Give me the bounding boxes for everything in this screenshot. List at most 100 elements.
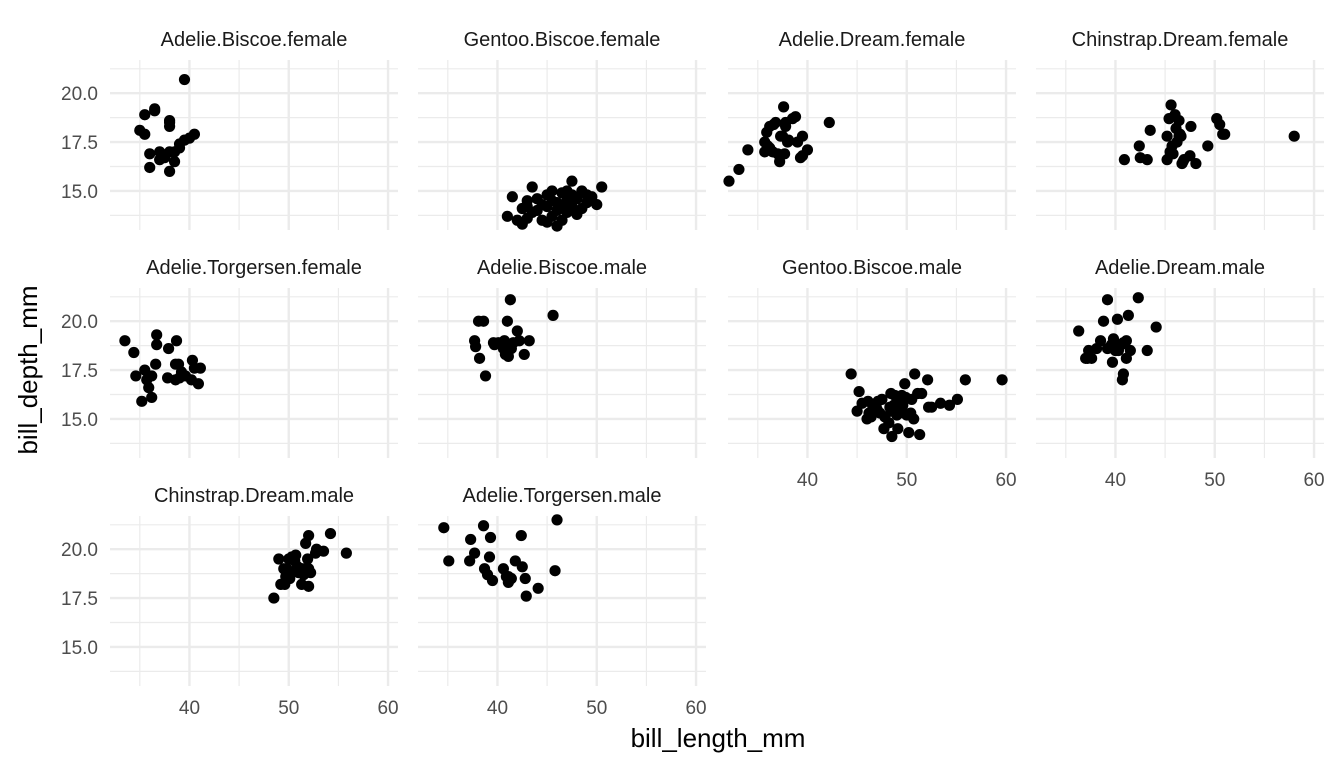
data-point	[908, 413, 920, 425]
data-point	[1185, 120, 1197, 133]
facet-title: Gentoo.Biscoe.male	[782, 257, 962, 279]
x-tick-label: 50	[586, 698, 607, 719]
data-point	[340, 547, 352, 559]
data-point	[479, 370, 492, 382]
data-point	[916, 387, 928, 400]
data-point	[899, 378, 911, 390]
x-tick-label: 40	[179, 698, 200, 719]
y-tick-label: 15.0	[61, 638, 98, 659]
data-point	[1101, 294, 1114, 306]
data-point	[119, 335, 131, 347]
facet-title: Adelie.Torgersen.female	[146, 257, 362, 279]
data-point	[303, 529, 315, 542]
data-point	[498, 335, 510, 347]
data-point	[151, 329, 163, 341]
data-point	[796, 130, 809, 142]
data-point	[551, 514, 563, 526]
y-tick-label: 15.0	[61, 182, 98, 203]
data-point	[290, 549, 302, 561]
facet-title: Adelie.Dream.female	[779, 29, 966, 51]
data-point	[549, 565, 561, 577]
data-point	[903, 426, 915, 439]
data-point	[996, 374, 1008, 386]
data-point	[1202, 140, 1214, 152]
facet-panel: Adelie.Biscoe.female 15.0 17.5 20.0	[61, 29, 398, 230]
data-point	[909, 368, 921, 380]
data-point	[513, 335, 525, 347]
data-point	[178, 73, 191, 86]
data-point	[143, 382, 155, 394]
y-tick-label: 15.0	[61, 410, 98, 431]
facet-panel: Chinstrap.Dream.female	[1036, 29, 1324, 230]
x-tick-label: 60	[1303, 470, 1324, 491]
data-point	[1144, 124, 1156, 136]
data-point	[130, 370, 142, 382]
data-point	[469, 547, 481, 559]
facet-panel: Gentoo.Biscoe.female	[418, 29, 706, 232]
data-point	[146, 370, 158, 382]
data-point	[188, 128, 201, 140]
x-tick-label: 60	[995, 470, 1016, 491]
data-point	[1111, 313, 1124, 325]
data-point	[770, 116, 782, 129]
data-point	[1167, 148, 1179, 160]
data-point	[596, 181, 608, 193]
data-point	[1124, 344, 1136, 357]
data-point	[922, 374, 934, 386]
data-point	[146, 391, 158, 404]
data-point	[170, 335, 183, 347]
y-tick-label: 20.0	[61, 540, 98, 561]
facet-title: Adelie.Dream.male	[1095, 257, 1265, 279]
y-tick-label: 17.5	[61, 133, 98, 154]
data-point	[324, 527, 337, 540]
data-point	[139, 128, 151, 140]
data-point	[943, 399, 956, 411]
y-tick-label: 20.0	[61, 84, 98, 105]
data-point	[438, 522, 450, 534]
data-point	[477, 315, 490, 327]
data-point	[1141, 154, 1153, 166]
data-point	[477, 520, 490, 532]
facet-title: Chinstrap.Dream.female	[1072, 29, 1289, 51]
data-point	[1184, 150, 1196, 162]
data-point	[886, 430, 898, 443]
y-tick-label: 20.0	[61, 312, 98, 333]
data-point	[506, 191, 518, 203]
data-point	[1288, 130, 1300, 142]
data-point	[484, 531, 497, 544]
data-point	[1161, 130, 1173, 142]
data-point	[1118, 154, 1130, 166]
data-point	[591, 198, 603, 211]
data-point	[128, 346, 140, 359]
data-point	[1214, 118, 1226, 131]
data-point	[845, 368, 857, 380]
data-point	[162, 342, 175, 355]
data-point	[779, 148, 791, 160]
data-point	[168, 156, 181, 168]
data-point	[523, 335, 535, 347]
data-point	[532, 582, 544, 594]
data-point	[526, 181, 538, 193]
data-point	[723, 175, 735, 187]
data-point	[443, 555, 455, 567]
data-point	[1165, 99, 1177, 111]
x-tick-label: 50	[896, 470, 917, 491]
x-tick-label: 60	[377, 698, 398, 719]
data-point	[934, 397, 947, 409]
data-point	[733, 163, 745, 176]
x-tick-label: 50	[1204, 470, 1225, 491]
data-point	[865, 411, 877, 423]
facet-title: Chinstrap.Dream.male	[154, 485, 354, 507]
data-point	[1117, 368, 1129, 380]
data-point	[1097, 315, 1110, 327]
data-point	[136, 395, 148, 407]
data-point	[273, 553, 285, 565]
data-point	[150, 358, 162, 370]
data-point	[505, 572, 517, 585]
data-point	[520, 590, 532, 602]
data-point	[194, 362, 206, 374]
facet-title: Adelie.Biscoe.male	[477, 257, 647, 279]
data-point	[144, 161, 156, 174]
